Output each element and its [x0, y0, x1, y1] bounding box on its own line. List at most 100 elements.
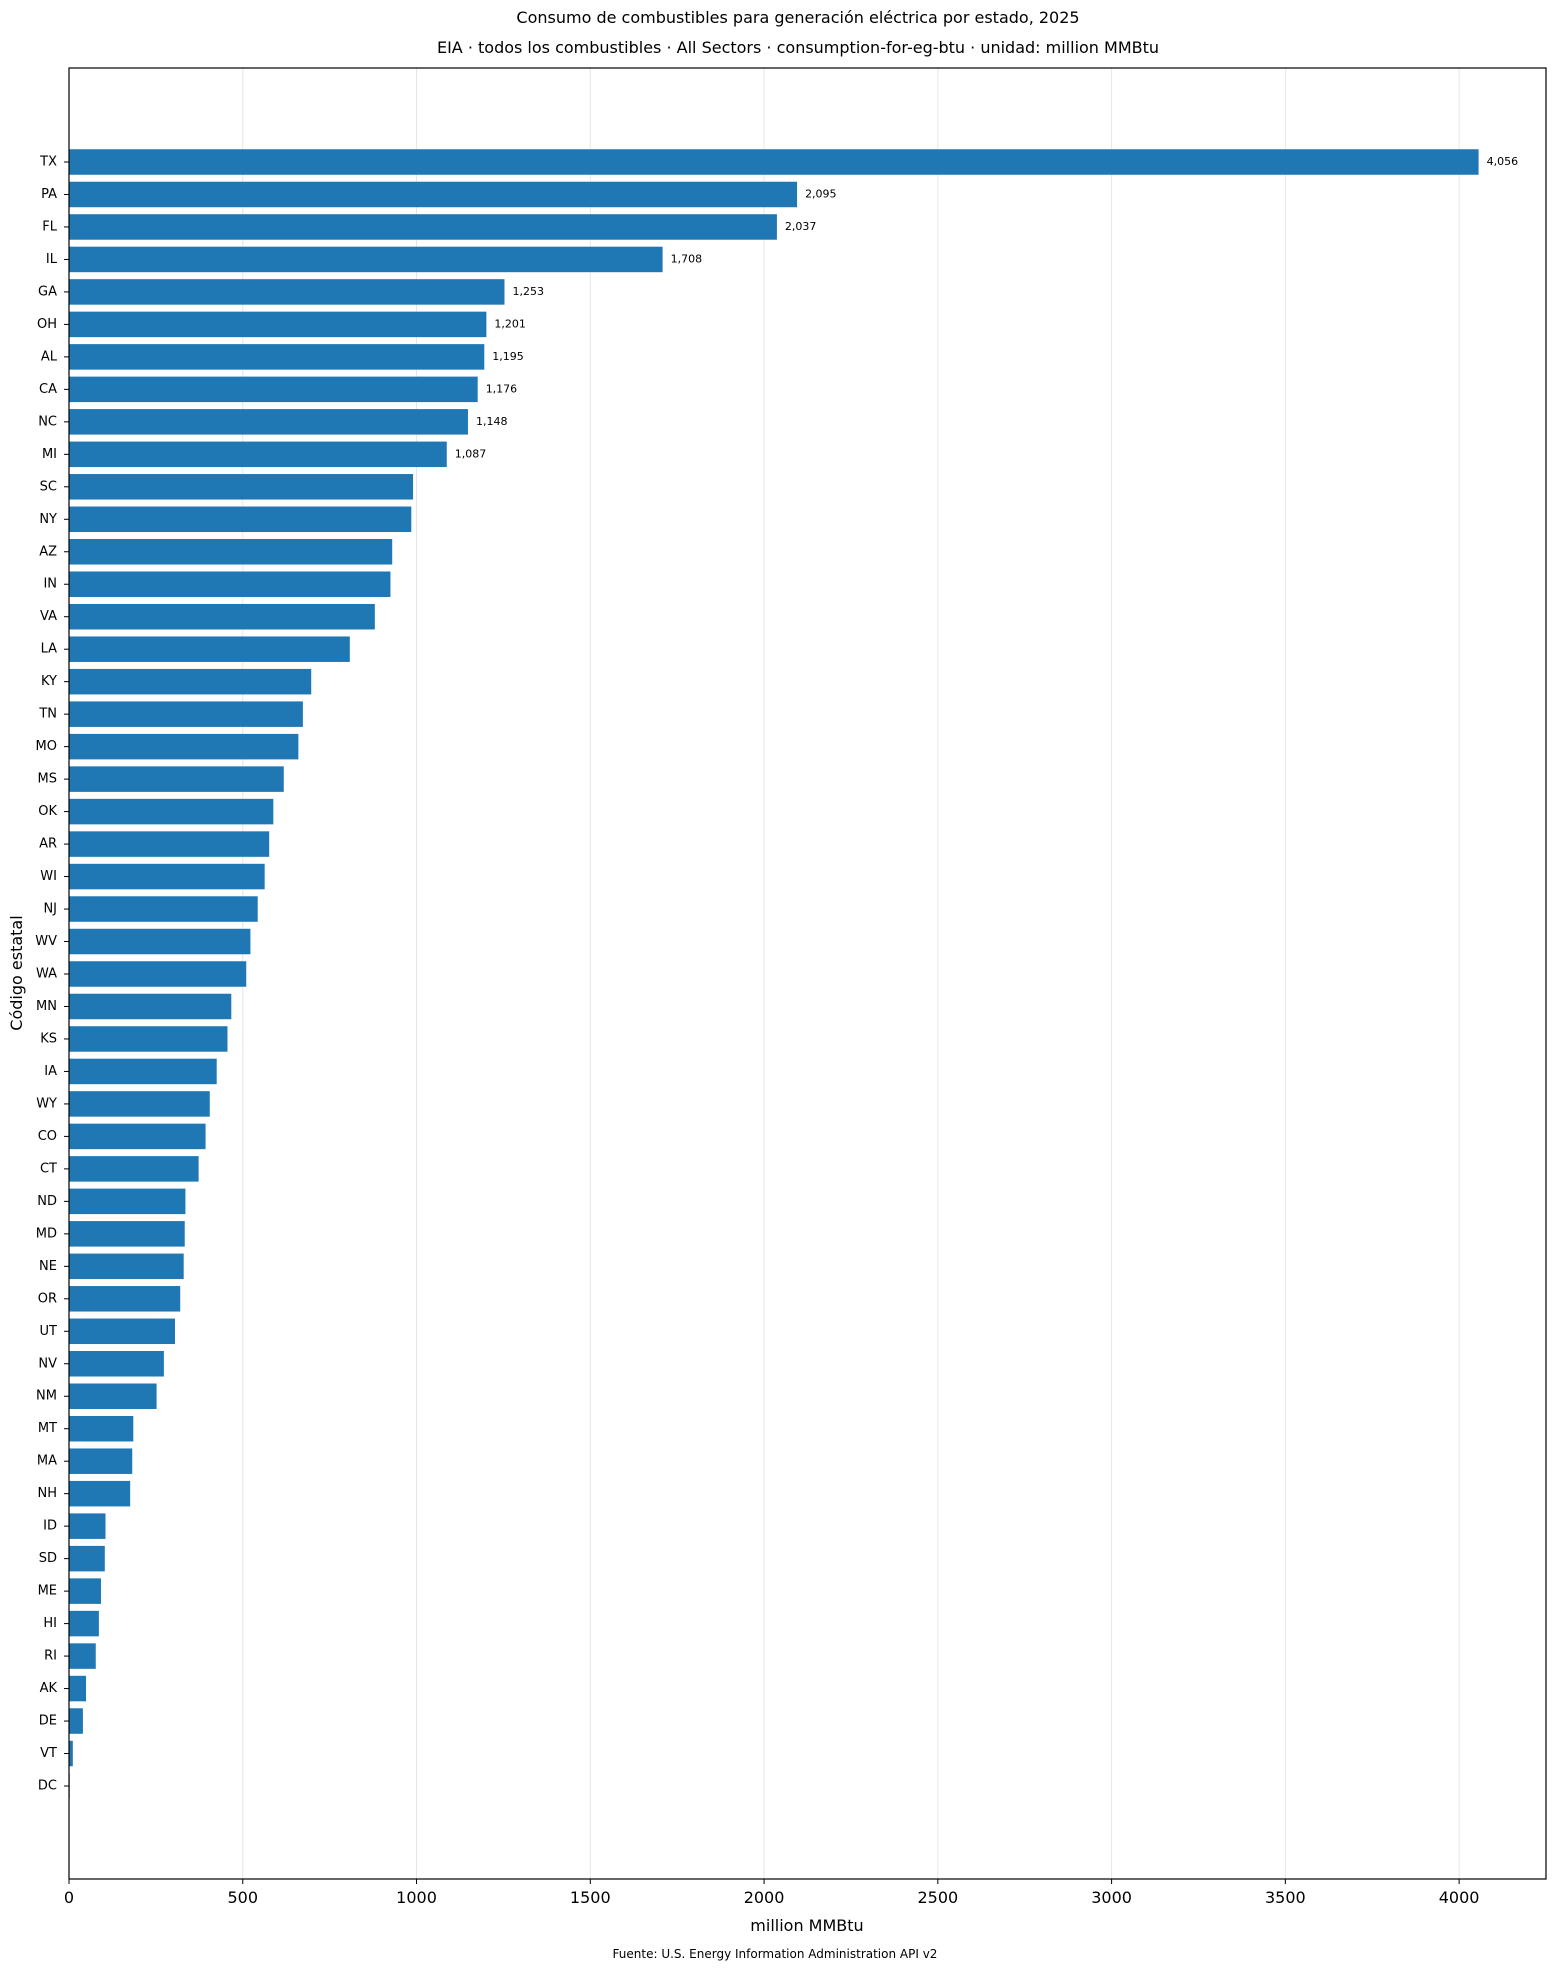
- bar-ne: [69, 1253, 184, 1280]
- y-tick-label: NH: [38, 1486, 58, 1501]
- y-tick-label: RI: [44, 1649, 57, 1664]
- x-tick-label: 2500: [917, 1888, 958, 1907]
- bar-nv: [69, 1351, 164, 1377]
- bar-az: [69, 539, 393, 565]
- bar-md: [69, 1221, 185, 1247]
- value-label-nc: 1,148: [476, 415, 508, 428]
- bar-vt: [69, 1740, 73, 1767]
- source-note: Fuente: U.S. Energy Information Administ…: [613, 1947, 938, 1961]
- y-tick-label: MA: [37, 1454, 57, 1469]
- y-tick-label: WI: [40, 869, 57, 884]
- bar-ny: [69, 506, 412, 533]
- bar-ma: [69, 1448, 133, 1474]
- y-tick-label: NM: [36, 1389, 57, 1404]
- y-tick-label: TX: [39, 155, 57, 170]
- bar-ok: [69, 798, 274, 825]
- x-tick-label: 2000: [744, 1888, 785, 1907]
- bar-ms: [69, 766, 284, 792]
- bar-ca: [69, 376, 478, 403]
- bar-oh: [69, 311, 487, 338]
- y-tick-label: AZ: [39, 544, 57, 559]
- bar-mo: [69, 733, 299, 760]
- bar-va: [69, 603, 375, 630]
- y-tick-label: UT: [40, 1324, 58, 1339]
- value-label-pa: 2,095: [805, 187, 837, 200]
- bar-de: [69, 1708, 83, 1734]
- value-label-il: 1,708: [671, 252, 703, 265]
- y-tick-label: KY: [41, 674, 57, 689]
- value-label-al: 1,195: [492, 350, 523, 363]
- bar-wa: [69, 961, 247, 987]
- y-tick-label: SD: [39, 1551, 57, 1566]
- bar-ar: [69, 831, 270, 857]
- bar-la: [69, 636, 350, 662]
- y-tick-label: WV: [35, 934, 57, 949]
- bar-hi: [69, 1610, 99, 1637]
- x-tick-label: 0: [64, 1888, 74, 1907]
- x-tick-label: 500: [227, 1888, 258, 1907]
- bar-nh: [69, 1480, 131, 1507]
- bar-sc: [69, 474, 414, 500]
- bar-id: [69, 1513, 106, 1539]
- bar-nd: [69, 1188, 186, 1215]
- y-tick-label: CT: [40, 1161, 57, 1176]
- y-tick-label: LA: [41, 642, 58, 657]
- y-tick-label: VA: [40, 609, 57, 624]
- y-tick-label: OR: [38, 1291, 57, 1306]
- bar-ks: [69, 1026, 228, 1052]
- y-tick-label: AR: [39, 837, 57, 852]
- x-axis-label: million MMBtu: [750, 1916, 863, 1935]
- bar-nj: [69, 896, 258, 922]
- value-label-ga: 1,253: [512, 285, 544, 298]
- bar-fl: [69, 214, 777, 240]
- value-label-oh: 1,201: [494, 317, 526, 330]
- y-tick-label: CO: [38, 1129, 57, 1144]
- y-axis-ticks: TX PA FL IL GA OH AL CA NC MI SC NY AZ IN VA LA KY TN MO MS…: [35, 155, 69, 1794]
- y-tick-label: MO: [36, 739, 57, 754]
- bars: [69, 149, 1479, 1799]
- x-tick-label: 3500: [1265, 1888, 1306, 1907]
- x-tick-label: 4000: [1439, 1888, 1480, 1907]
- y-tick-label: NE: [39, 1259, 57, 1274]
- y-tick-label: FL: [42, 219, 57, 234]
- y-tick-label: DC: [38, 1779, 57, 1794]
- plot-area: [69, 68, 1546, 1879]
- bar-ga: [69, 279, 505, 305]
- chart-title: Consumo de combustibles para generación …: [516, 8, 1079, 27]
- bar-ri: [69, 1643, 96, 1669]
- y-tick-label: IN: [43, 577, 57, 592]
- y-tick-label: MD: [36, 1226, 57, 1241]
- bar-in: [69, 571, 391, 597]
- y-tick-label: GA: [38, 284, 57, 299]
- y-tick-label: AK: [40, 1681, 58, 1696]
- y-tick-label: NJ: [43, 902, 57, 917]
- y-tick-label: MN: [36, 999, 57, 1014]
- y-tick-label: MT: [38, 1421, 57, 1436]
- y-tick-label: SC: [40, 479, 57, 494]
- bar-or: [69, 1286, 181, 1312]
- bar-ky: [69, 668, 312, 695]
- bar-mt: [69, 1415, 134, 1442]
- y-tick-label: TN: [38, 707, 57, 722]
- bar-wv: [69, 928, 251, 955]
- value-label-fl: 2,037: [785, 220, 817, 233]
- bar-ak: [69, 1675, 87, 1702]
- y-tick-label: MS: [38, 772, 57, 787]
- bar-ia: [69, 1058, 217, 1085]
- value-label-mi: 1,087: [455, 447, 487, 460]
- bar-wi: [69, 863, 265, 890]
- y-tick-label: CA: [39, 382, 57, 397]
- x-tick-label: 1000: [396, 1888, 437, 1907]
- x-tick-label: 3000: [1091, 1888, 1132, 1907]
- value-labels: 4,056 2,095 2,037 1,708 1,253 1,201 1,195 1,176…: [455, 155, 1518, 460]
- bar-tn: [69, 701, 303, 727]
- y-tick-label: HI: [43, 1616, 57, 1631]
- value-label-ca: 1,176: [486, 382, 518, 395]
- y-tick-label: WA: [36, 967, 57, 982]
- value-label-tx: 4,056: [1487, 155, 1519, 168]
- bar-sd: [69, 1545, 105, 1572]
- y-tick-label: ID: [43, 1519, 57, 1534]
- x-axis-ticks: 0 500 1000 1500 2000 2500 3000 3500 4000: [64, 1879, 1480, 1907]
- y-axis-label: Código estatal: [7, 915, 26, 1030]
- bar-pa: [69, 181, 798, 208]
